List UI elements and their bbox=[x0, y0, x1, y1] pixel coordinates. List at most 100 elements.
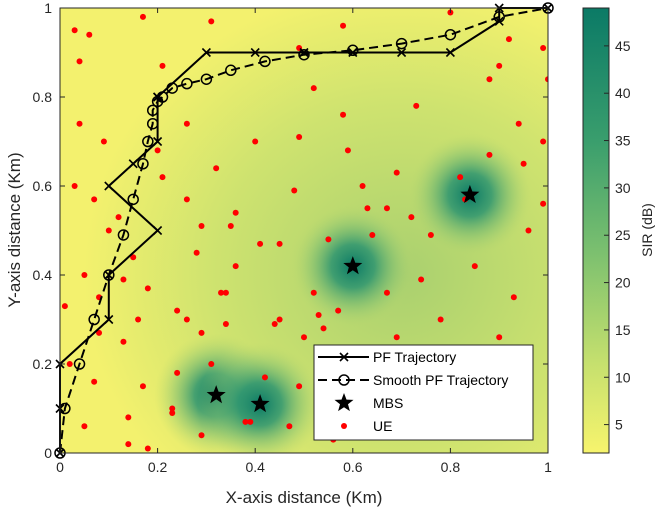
ue-point bbox=[130, 254, 137, 261]
ue-point bbox=[174, 369, 181, 376]
ue-point bbox=[271, 320, 278, 327]
ue-point bbox=[510, 294, 517, 301]
smooth-pf-marker bbox=[146, 104, 159, 117]
y-tick-label: 0.4 bbox=[33, 267, 53, 283]
ue-point bbox=[515, 120, 522, 127]
ue-point bbox=[457, 174, 464, 181]
ue-point bbox=[364, 205, 371, 212]
ue-point bbox=[213, 165, 220, 172]
colorbar: 5 10 15 20 25 30 35 40 45 SIR (dB) bbox=[582, 7, 655, 454]
ue-point bbox=[276, 240, 283, 247]
ue-point bbox=[227, 223, 234, 230]
ue-point bbox=[525, 227, 532, 234]
ue-point bbox=[261, 374, 268, 381]
ue-point bbox=[252, 138, 259, 145]
pf-marker bbox=[397, 47, 407, 58]
smooth-pf-marker bbox=[142, 135, 154, 148]
colorbar-tick-label: 45 bbox=[615, 38, 631, 54]
pf-marker bbox=[250, 47, 260, 58]
y-tick-label: 0 bbox=[44, 445, 52, 461]
ue-point bbox=[310, 85, 317, 92]
ue-point bbox=[71, 183, 78, 189]
ue-point bbox=[174, 307, 181, 314]
ue-point bbox=[286, 423, 293, 430]
y-tick-label: 0.2 bbox=[33, 356, 53, 372]
ue-point bbox=[369, 231, 376, 238]
ue-point bbox=[183, 196, 190, 203]
ue-point bbox=[496, 334, 503, 341]
ue-point bbox=[139, 383, 146, 390]
ue-point bbox=[71, 27, 78, 34]
smooth-pf-marker bbox=[298, 48, 310, 61]
ue-point bbox=[520, 160, 527, 167]
legend: PF Trajectory Smooth PF Trajectory MBS U… bbox=[313, 344, 534, 441]
pf-marker bbox=[201, 47, 211, 58]
ue-point bbox=[159, 174, 166, 181]
ue-point bbox=[208, 361, 215, 367]
ue-point bbox=[325, 236, 332, 243]
ue-point bbox=[486, 76, 493, 83]
legend-item-pf: PF Trajectory bbox=[318, 349, 456, 365]
smooth-pf-marker bbox=[181, 77, 193, 90]
legend-label-smooth: Smooth PF Trajectory bbox=[373, 372, 508, 388]
pf-marker bbox=[104, 181, 114, 191]
ue-point bbox=[383, 205, 390, 212]
ue-point bbox=[100, 138, 107, 145]
ue-point bbox=[540, 200, 547, 207]
ue-point bbox=[218, 289, 225, 296]
legend-item-ue: UE bbox=[341, 418, 392, 434]
ue-point bbox=[408, 214, 415, 221]
smooth-pf-marker bbox=[146, 117, 159, 130]
smooth-pf-marker bbox=[127, 193, 139, 206]
ue-point bbox=[340, 111, 347, 118]
ue-point bbox=[144, 445, 151, 452]
ue-point bbox=[61, 303, 68, 310]
ue-point bbox=[540, 138, 547, 145]
smooth-pf-marker bbox=[166, 82, 178, 94]
y-tick-label: 1 bbox=[44, 0, 52, 16]
ue-point bbox=[66, 361, 73, 367]
smooth-pf-marker bbox=[137, 158, 149, 170]
colorbar-tick-label: 15 bbox=[615, 322, 631, 338]
smooth-pf-marker bbox=[493, 11, 505, 23]
colorbar-tick-label: 35 bbox=[615, 133, 631, 149]
colorbar-tick-label: 5 bbox=[615, 417, 623, 433]
plot-frame bbox=[59, 7, 549, 454]
colorbar-tick-label: 40 bbox=[615, 85, 631, 101]
x-tick-label: 0.4 bbox=[245, 459, 265, 475]
ue-point bbox=[125, 441, 132, 448]
ue-point bbox=[208, 18, 215, 25]
smooth-pf-marker bbox=[103, 269, 115, 281]
pf-marker bbox=[128, 159, 138, 169]
mbs-marker bbox=[343, 256, 363, 275]
smooth-pf-marker bbox=[225, 64, 237, 77]
ue-point bbox=[169, 405, 176, 412]
ue-point bbox=[154, 147, 161, 154]
ue-point bbox=[115, 214, 122, 221]
ue-point bbox=[540, 45, 547, 52]
ue-point bbox=[393, 169, 400, 176]
ue-point bbox=[301, 334, 307, 341]
ue-point bbox=[222, 289, 229, 296]
ue-point bbox=[193, 249, 200, 256]
ue-point bbox=[135, 316, 142, 323]
ue-point bbox=[335, 307, 342, 314]
ue-point bbox=[320, 325, 327, 332]
x-axis-label: X-axis distance (Km) bbox=[226, 488, 383, 507]
smooth-pf-marker bbox=[200, 73, 213, 85]
ue-point bbox=[159, 62, 166, 69]
y-tick-label: 0.6 bbox=[33, 178, 53, 194]
ue-point bbox=[198, 223, 205, 230]
ue-point bbox=[183, 120, 190, 127]
ue-point bbox=[310, 289, 317, 296]
ue-point bbox=[471, 263, 478, 270]
legend-label-mbs: MBS bbox=[373, 395, 403, 411]
ue-point bbox=[183, 316, 190, 323]
ue-point bbox=[76, 58, 83, 65]
mbs-marker bbox=[460, 184, 480, 203]
ue-point bbox=[359, 183, 366, 189]
ue-point bbox=[505, 36, 512, 43]
ue-point bbox=[86, 31, 93, 38]
legend-item-mbs: MBS bbox=[334, 393, 403, 412]
